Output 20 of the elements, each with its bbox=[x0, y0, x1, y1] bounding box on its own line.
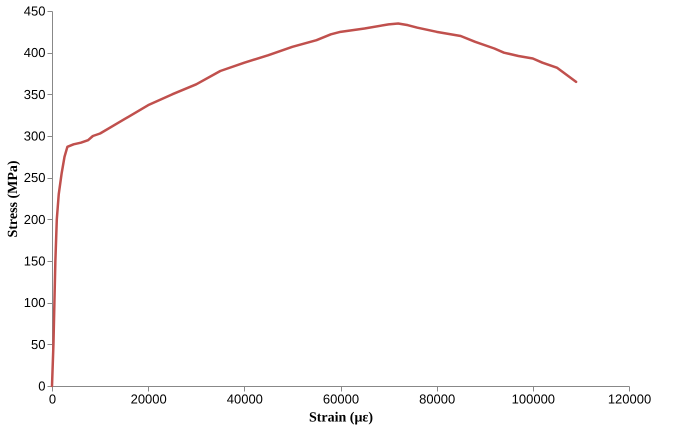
x-tick-label: 40000 bbox=[226, 392, 263, 406]
line-series bbox=[50, 22, 578, 388]
y-tick-label: 100 bbox=[24, 295, 46, 310]
y-tick-label: 400 bbox=[24, 45, 46, 60]
y-tick-label: 150 bbox=[24, 254, 46, 268]
y-tick-label: 350 bbox=[24, 86, 46, 102]
y-tick-label: 0 bbox=[38, 378, 46, 394]
x-tick-label: 80000 bbox=[419, 392, 456, 406]
x-axis-title: Strain (με) bbox=[308, 410, 374, 426]
y-tick-label: 200 bbox=[24, 212, 46, 227]
y-tick-label: 250 bbox=[24, 170, 46, 186]
y-axis-title: Stress (MPa) bbox=[6, 160, 21, 238]
y-tick-label: 300 bbox=[24, 128, 46, 144]
x-tick-label: 60000 bbox=[322, 392, 360, 406]
x-tick-label: 100000 bbox=[512, 392, 556, 406]
y-tick-label: 50 bbox=[31, 336, 46, 352]
x-tick-label: 20000 bbox=[130, 392, 167, 406]
x-tick-label: 120000 bbox=[608, 392, 652, 406]
x-tick-label: 0 bbox=[48, 392, 56, 406]
y-tick-label: 450 bbox=[24, 4, 46, 18]
